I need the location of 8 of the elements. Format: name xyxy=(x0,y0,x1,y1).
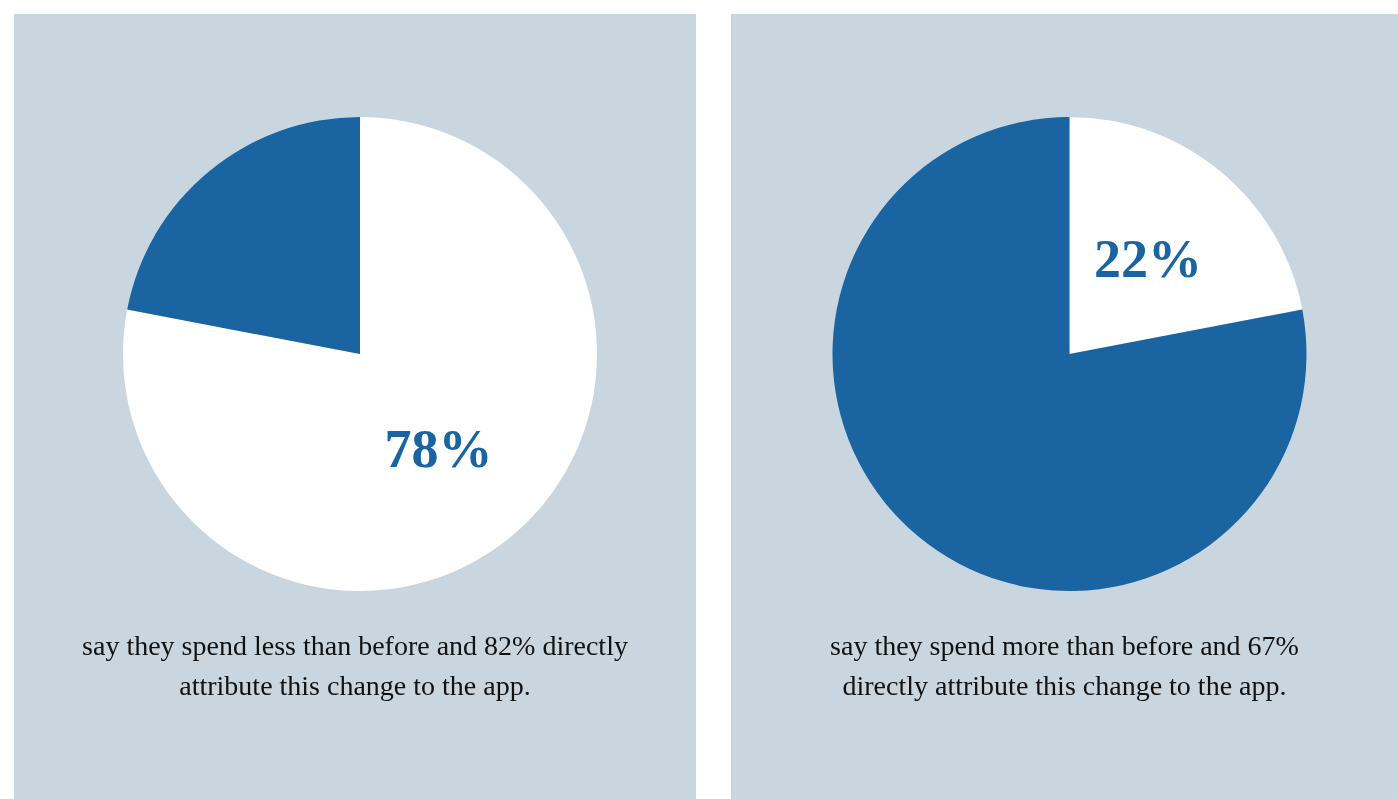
data-label: 78% xyxy=(384,418,493,479)
pie-slice xyxy=(127,117,360,354)
pie-slice xyxy=(832,117,1307,591)
text: say they spend less than before and 82% directly attribute this change to the app. xyxy=(81,629,629,703)
text: say they spend more than before and 67% directly attribute this change to the app. xyxy=(829,629,1300,703)
data-label: 22% xyxy=(1094,229,1203,290)
pie-slice xyxy=(1069,117,1303,354)
pie-slice xyxy=(123,117,597,591)
